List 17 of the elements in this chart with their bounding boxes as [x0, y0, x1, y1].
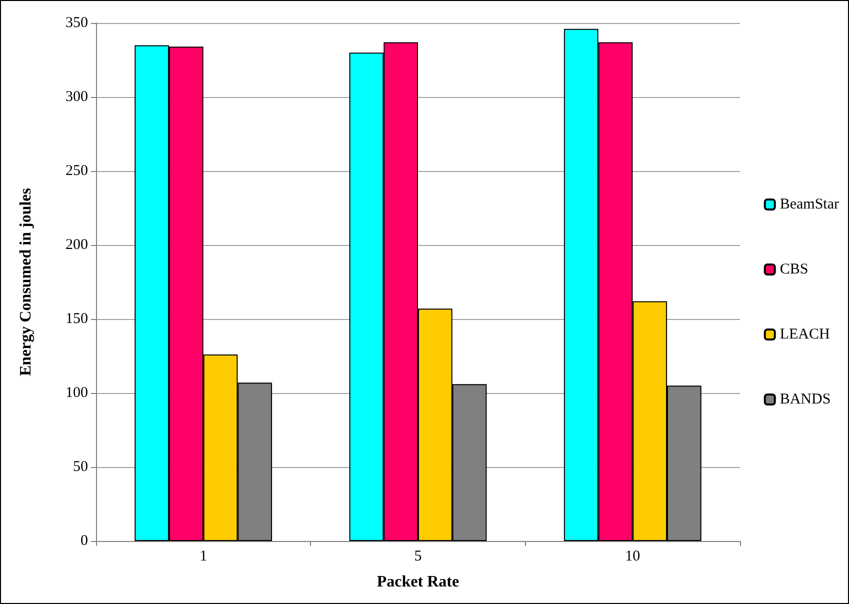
legend-label: BANDS — [780, 392, 831, 408]
y-tick-label: 0 — [80, 533, 88, 549]
x-tick-label: 10 — [625, 548, 640, 564]
y-tick-label: 300 — [66, 89, 88, 105]
x-tick-label: 5 — [414, 548, 422, 564]
legend-label: CBS — [780, 262, 808, 278]
y-tick-label: 50 — [73, 459, 88, 475]
y-tick-label: 150 — [66, 311, 88, 327]
legend-label: BeamStar — [780, 196, 840, 212]
y-axis-title: Energy Consumed in joules — [18, 188, 34, 376]
legend-label: LEACH — [780, 326, 830, 342]
y-tick-label: 200 — [66, 237, 88, 253]
y-tick-label: 100 — [66, 385, 88, 401]
x-axis-title: Packet Rate — [376, 574, 460, 590]
x-tick-label: 1 — [200, 548, 208, 564]
y-tick-label: 250 — [66, 163, 88, 179]
y-tick-label: 350 — [66, 15, 88, 31]
